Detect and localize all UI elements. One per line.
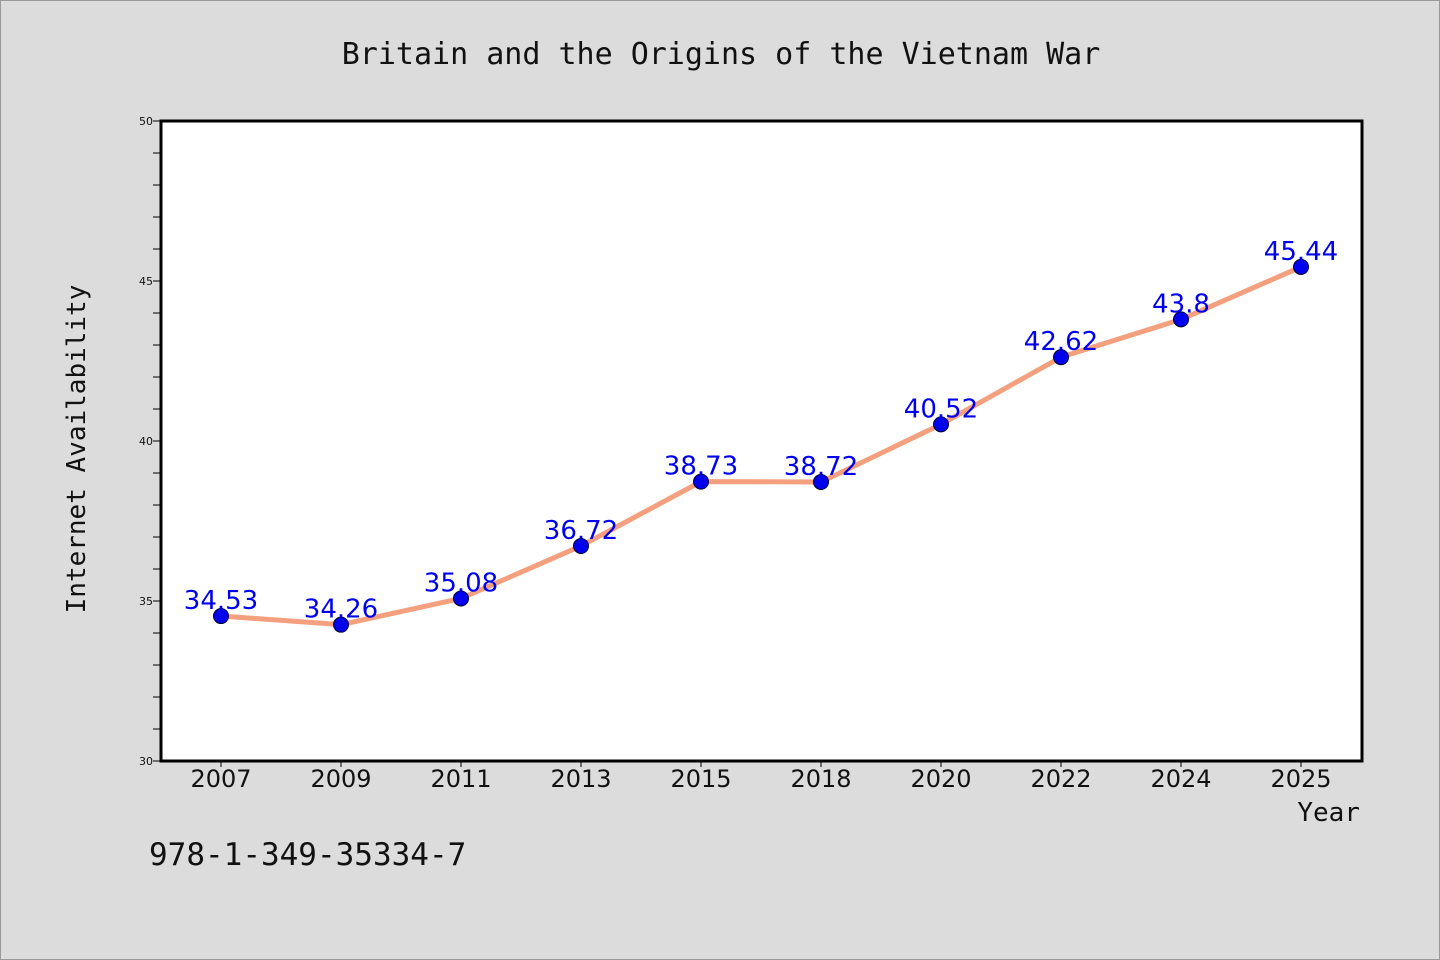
x-tick-label: 2022 bbox=[1030, 765, 1091, 793]
data-point-marker bbox=[573, 537, 589, 554]
data-point-marker bbox=[693, 473, 709, 490]
x-tick-label: 2007 bbox=[190, 765, 251, 793]
x-axis-ticks: 2007 2009 2011 2013 2015 2018 2020 2022 2024 2025 bbox=[190, 761, 1332, 793]
data-point-label: 45.44 bbox=[1264, 237, 1338, 267]
chart-title: Britain and the Origins of the Vietnam W… bbox=[342, 37, 1101, 72]
data-point-label: 38.73 bbox=[664, 452, 738, 482]
y-minor-ticks bbox=[153, 120, 161, 762]
x-tick-label: 2009 bbox=[310, 765, 371, 793]
x-axis-label: Year bbox=[1297, 798, 1360, 828]
x-tick-label: 2015 bbox=[670, 765, 731, 793]
plot-area bbox=[159, 119, 1364, 763]
data-point-marker bbox=[1173, 311, 1189, 328]
x-tick-label: 2013 bbox=[550, 765, 611, 793]
isbn-footnote: 978-1-349-35334-7 bbox=[149, 837, 466, 873]
data-point-marker bbox=[213, 608, 229, 625]
data-point-label: 34.53 bbox=[184, 586, 258, 616]
data-point-marker bbox=[813, 473, 829, 490]
data-point-label: 36.72 bbox=[544, 516, 618, 546]
y-tick-label: 35 bbox=[139, 595, 153, 608]
y-axis-ticks: 30 35 40 45 50 bbox=[139, 115, 161, 768]
data-point-marker bbox=[453, 590, 469, 607]
y-tick-label: 40 bbox=[139, 435, 153, 448]
data-point-marker bbox=[1293, 258, 1309, 275]
y-tick-label: 45 bbox=[139, 275, 153, 288]
x-tick-label: 2020 bbox=[910, 765, 971, 793]
data-point-marker bbox=[933, 416, 949, 433]
data-point-label: 43.8 bbox=[1152, 289, 1210, 319]
data-point-marker bbox=[333, 616, 349, 633]
series-data-labels: 34.53 34.26 35.08 36.72 38.73 38.72 40.52 42.62… bbox=[184, 237, 1338, 625]
x-tick-label: 2024 bbox=[1150, 765, 1211, 793]
y-tick-label: 30 bbox=[139, 755, 153, 768]
x-tick-label: 2025 bbox=[1270, 765, 1331, 793]
data-point-label: 38.72 bbox=[784, 452, 858, 482]
data-point-label: 40.52 bbox=[904, 394, 978, 424]
series-markers bbox=[213, 258, 1309, 633]
y-axis-label: Internet Availability bbox=[62, 285, 92, 614]
x-tick-label: 2011 bbox=[430, 765, 491, 793]
data-point-marker bbox=[1053, 349, 1069, 366]
y-tick-label: 50 bbox=[139, 115, 153, 128]
x-tick-label: 2018 bbox=[790, 765, 851, 793]
series-line bbox=[218, 264, 1304, 628]
data-point-label: 35.08 bbox=[424, 568, 498, 598]
data-point-label: 34.26 bbox=[304, 595, 378, 625]
data-point-label: 42.62 bbox=[1024, 327, 1098, 357]
